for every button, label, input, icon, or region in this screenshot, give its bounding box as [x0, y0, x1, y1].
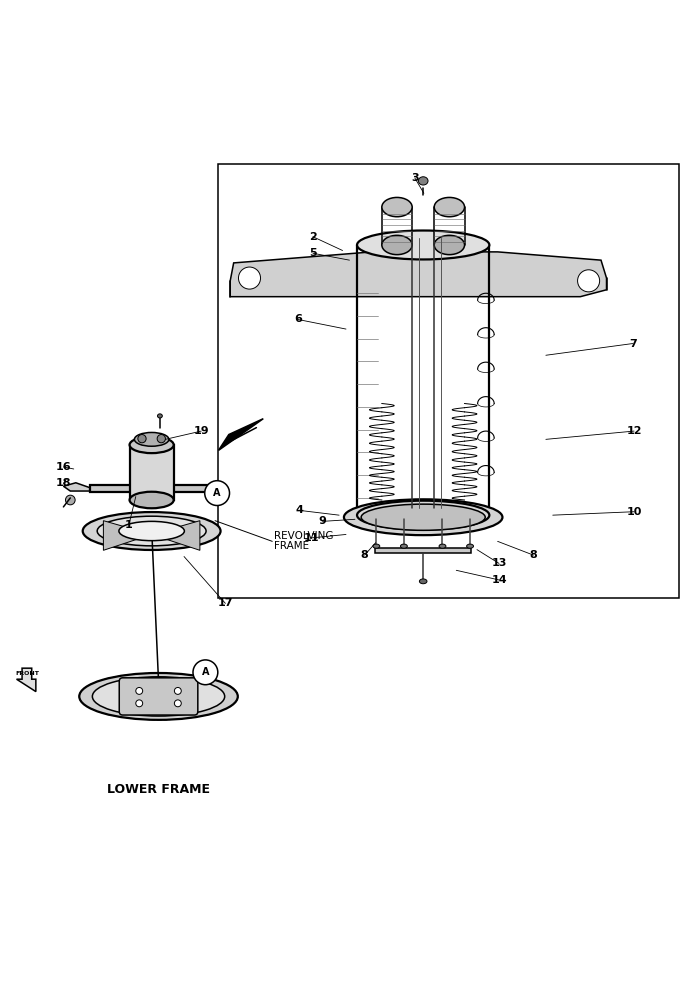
Circle shape [193, 660, 218, 685]
Polygon shape [129, 445, 174, 500]
Text: 1: 1 [125, 520, 133, 530]
Text: 3: 3 [411, 173, 419, 183]
Ellipse shape [373, 544, 380, 548]
Polygon shape [17, 668, 36, 692]
Text: 17: 17 [218, 598, 233, 608]
Polygon shape [230, 252, 606, 297]
Ellipse shape [434, 197, 464, 217]
Text: A: A [201, 667, 209, 677]
Ellipse shape [357, 501, 489, 530]
Text: LOWER FRAME: LOWER FRAME [107, 783, 210, 796]
Ellipse shape [97, 516, 206, 546]
Polygon shape [103, 521, 152, 550]
Ellipse shape [129, 437, 174, 453]
Circle shape [174, 700, 181, 707]
Text: 14: 14 [491, 575, 507, 585]
Text: 10: 10 [626, 507, 641, 517]
Text: 5: 5 [309, 248, 317, 258]
Polygon shape [219, 419, 263, 450]
Text: 6: 6 [294, 314, 302, 324]
Ellipse shape [83, 512, 221, 550]
Text: 19: 19 [194, 426, 209, 436]
Text: 8: 8 [361, 550, 368, 560]
Text: FRAME: FRAME [273, 541, 309, 551]
FancyBboxPatch shape [119, 678, 198, 715]
Ellipse shape [419, 579, 427, 584]
Text: 13: 13 [491, 558, 507, 568]
Ellipse shape [361, 504, 485, 530]
Polygon shape [89, 485, 214, 492]
Ellipse shape [153, 677, 164, 685]
Text: 7: 7 [629, 339, 637, 349]
Ellipse shape [466, 544, 473, 548]
Polygon shape [64, 483, 89, 491]
Text: 18: 18 [55, 478, 71, 488]
Text: 4: 4 [295, 505, 303, 515]
Ellipse shape [344, 499, 502, 535]
Circle shape [136, 687, 143, 694]
Text: 16: 16 [55, 462, 71, 472]
Text: FRONT: FRONT [15, 671, 39, 676]
Text: REVOLVING: REVOLVING [273, 531, 333, 541]
Ellipse shape [134, 432, 169, 446]
Ellipse shape [119, 521, 184, 541]
Circle shape [138, 435, 146, 443]
Circle shape [174, 687, 181, 694]
Ellipse shape [382, 197, 412, 217]
Ellipse shape [382, 235, 412, 255]
Text: 9: 9 [318, 516, 327, 526]
Text: 2: 2 [309, 232, 317, 242]
Ellipse shape [357, 231, 489, 259]
Text: 8: 8 [529, 550, 538, 560]
Circle shape [578, 270, 600, 292]
Ellipse shape [401, 544, 408, 548]
Circle shape [205, 481, 230, 506]
Ellipse shape [439, 544, 446, 548]
Polygon shape [375, 548, 471, 553]
Ellipse shape [419, 177, 428, 185]
Text: 12: 12 [626, 426, 642, 436]
Text: A: A [213, 488, 221, 498]
Circle shape [136, 700, 143, 707]
Circle shape [66, 495, 75, 505]
Ellipse shape [92, 677, 225, 716]
Ellipse shape [129, 492, 174, 508]
Text: 11: 11 [304, 533, 319, 543]
Bar [219, 164, 679, 598]
Ellipse shape [80, 673, 238, 720]
Polygon shape [152, 521, 200, 550]
Circle shape [157, 435, 165, 443]
Ellipse shape [158, 414, 163, 418]
Circle shape [239, 267, 260, 289]
Ellipse shape [434, 235, 464, 255]
